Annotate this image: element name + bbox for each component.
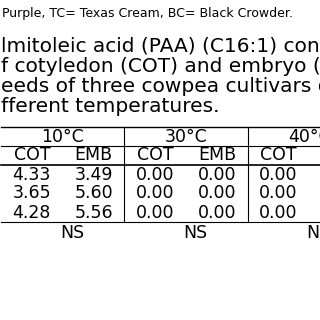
Text: fferent temperatures.: fferent temperatures.	[1, 97, 220, 116]
Text: 3.65: 3.65	[12, 185, 51, 203]
Text: COT: COT	[13, 147, 50, 164]
Text: 4.28: 4.28	[13, 204, 51, 221]
Text: 5.60: 5.60	[74, 185, 113, 203]
Text: COT: COT	[260, 147, 297, 164]
Text: 0.00: 0.00	[136, 204, 174, 221]
Text: f cotyledon (COT) and embryo (EM: f cotyledon (COT) and embryo (EM	[1, 57, 320, 76]
Text: Purple, TC= Texas Cream, BC= Black Crowder.: Purple, TC= Texas Cream, BC= Black Crowd…	[2, 7, 293, 20]
Text: 0.00: 0.00	[197, 204, 236, 221]
Text: 40°C: 40°C	[288, 127, 320, 146]
Text: 0.00: 0.00	[259, 165, 298, 183]
Text: 4.33: 4.33	[13, 165, 51, 183]
Text: 0.00: 0.00	[259, 204, 298, 221]
Text: 0.00: 0.00	[136, 185, 174, 203]
Text: EMB: EMB	[198, 147, 236, 164]
Text: 0.00: 0.00	[259, 185, 298, 203]
Text: 3.49: 3.49	[74, 165, 113, 183]
Text: lmitoleic acid (PAA) (C16:1) conce: lmitoleic acid (PAA) (C16:1) conce	[1, 37, 320, 56]
Text: NS: NS	[307, 224, 320, 243]
Text: 0.00: 0.00	[197, 165, 236, 183]
Text: 10°C: 10°C	[41, 127, 84, 146]
Text: 5.56: 5.56	[74, 204, 113, 221]
Text: eeds of three cowpea cultivars germ: eeds of three cowpea cultivars germ	[1, 77, 320, 96]
Text: 0.00: 0.00	[136, 165, 174, 183]
Text: NS: NS	[183, 224, 207, 243]
Text: COT: COT	[137, 147, 173, 164]
Text: 30°C: 30°C	[164, 127, 207, 146]
Text: 0.00: 0.00	[197, 185, 236, 203]
Text: NS: NS	[60, 224, 84, 243]
Text: EMB: EMB	[75, 147, 113, 164]
